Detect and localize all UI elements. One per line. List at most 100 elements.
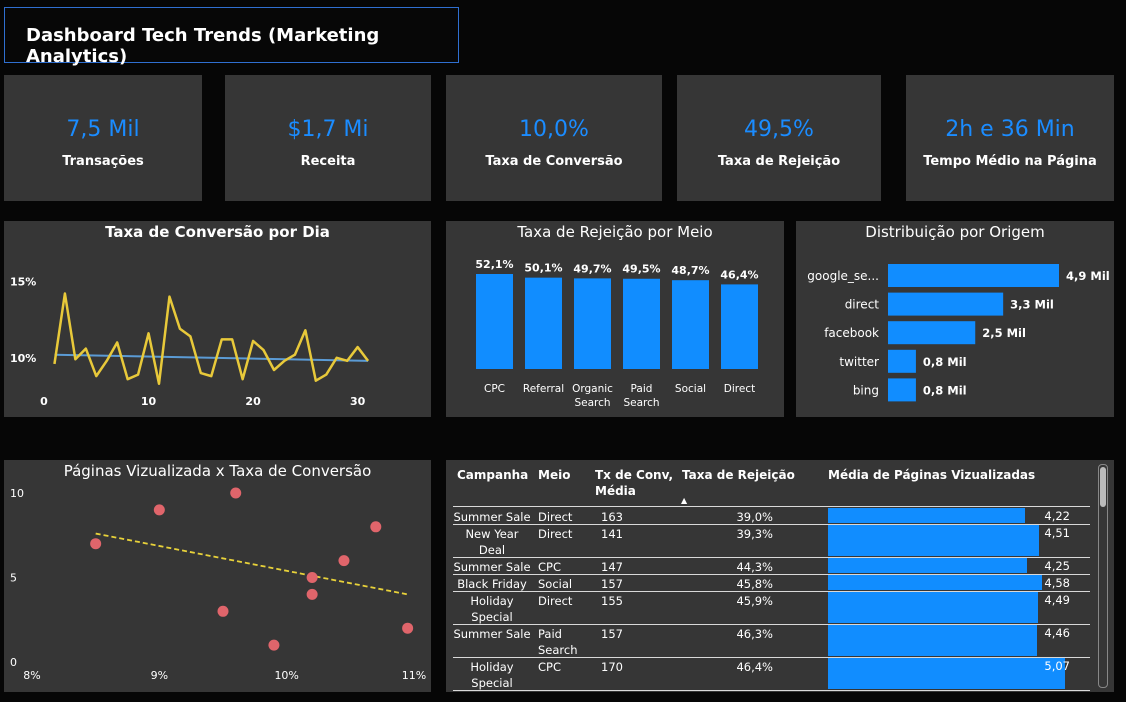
kpi-label: Transações	[62, 154, 144, 169]
table-row[interactable]: Summer Sale Paid Search 157 46,3% 4,46	[453, 624, 1090, 658]
kpi-card-transacoes[interactable]: 7,5 Mil Transações	[4, 75, 202, 201]
y-tick-label: 10	[10, 487, 24, 500]
scatter-point	[306, 572, 318, 583]
bar	[623, 278, 660, 369]
col-header-tx-conv[interactable]: Tx de Conv, Média	[595, 468, 674, 498]
table-scrollbar[interactable]	[1098, 464, 1108, 688]
kpi-value: 10,0%	[519, 117, 589, 142]
cell-taxa-rejeicao: 46,4%	[736, 660, 773, 674]
category-label: Social	[675, 383, 706, 395]
x-tick-label: 30	[350, 395, 366, 408]
cell-meio: Social	[538, 577, 573, 591]
kpi-value: 49,5%	[744, 117, 814, 142]
x-tick-label: 10	[141, 395, 157, 408]
cell-media-paginas: 4,49	[1044, 593, 1070, 607]
kpi-value: 7,5 Mil	[66, 117, 140, 142]
chart-title: Taxa de Rejeição por Meio	[517, 223, 713, 241]
hbar-chart-panel[interactable]: Distribuição por Origem google_se... 4,9 …	[796, 221, 1114, 417]
cell-campanha: Summer Sale	[453, 560, 531, 574]
cell-tx-conv: 157	[601, 577, 623, 591]
cell-tx-conv: 163	[601, 510, 623, 524]
cell-taxa-rejeicao: 45,9%	[736, 594, 773, 608]
category-label: Paid	[631, 383, 653, 395]
table-row[interactable]: New Year Deal Direct 141 39,3% 4,51	[453, 524, 1090, 558]
cell-tx-conv: 147	[601, 560, 623, 574]
y-tick-label: 0	[10, 656, 17, 669]
cell-taxa-rejeicao: 46,3%	[736, 627, 773, 641]
databar	[828, 658, 1065, 689]
line-chart-panel[interactable]: Taxa de Conversão por Dia 15% 10% 0 10 20 30	[4, 221, 431, 417]
scatter-chart-panel[interactable]: Páginas Vizualizada x Taxa de Conversão …	[4, 460, 431, 692]
y-tick-label: 15%	[10, 275, 36, 288]
data-label: 48,7%	[671, 264, 709, 277]
kpi-card-taxa-rejeicao[interactable]: 49,5% Taxa de Rejeição	[677, 75, 881, 201]
col-header-taxa-rejeicao[interactable]: Taxa de Rejeição	[682, 468, 795, 482]
bar-chart-panel[interactable]: Taxa de Rejeição por Meio 52,1% CPC 50,1% R…	[446, 221, 784, 417]
cell-taxa-rejeicao: 39,3%	[736, 527, 773, 541]
kpi-card-taxa-conversao[interactable]: 10,0% Taxa de Conversão	[446, 75, 662, 201]
table-row[interactable]: Holiday Special CPC 170 46,4% 5,07	[453, 657, 1090, 691]
chart-title: Distribuição por Origem	[865, 223, 1045, 241]
cell-tx-conv: 155	[601, 594, 623, 608]
category-label: bing	[853, 383, 879, 397]
trend-line	[95, 532, 408, 596]
chart-title: Páginas Vizualizada x Taxa de Conversão	[63, 462, 372, 480]
cell-campanha: Black Friday	[457, 577, 527, 591]
cell-tx-conv: 170	[601, 660, 623, 674]
col-header-campanha[interactable]: Campanha	[457, 468, 529, 482]
cell-media-paginas: 4,25	[1044, 559, 1070, 573]
cell-meio: CPC	[538, 660, 561, 674]
category-label: Referral	[523, 383, 564, 395]
category-label: Organic	[572, 383, 613, 395]
table-row[interactable]: Summer Sale Direct 163 39,0% 4,22	[453, 507, 1090, 525]
kpi-label: Receita	[300, 154, 356, 169]
cell-tx-conv: 141	[601, 527, 623, 541]
data-label: 3,3 Mil	[1010, 298, 1054, 312]
databar	[828, 525, 1039, 556]
databar	[828, 508, 1026, 523]
category-label: CPC	[484, 383, 505, 395]
sort-ascending-icon[interactable]: ▲	[681, 496, 688, 505]
col-header-media-paginas[interactable]: Média de Páginas Vizualizadas	[828, 468, 1036, 482]
bar	[888, 264, 1059, 287]
bar	[888, 378, 916, 402]
kpi-card-tempo-medio[interactable]: 2h e 36 Min Tempo Médio na Página	[906, 75, 1114, 201]
cell-media-paginas: 5,07	[1044, 659, 1070, 673]
cell-meio: Direct	[538, 510, 573, 524]
kpi-label: Taxa de Rejeição	[717, 154, 841, 169]
databar	[828, 558, 1027, 573]
cell-campanha: Holiday Special	[470, 660, 514, 690]
col-header-meio[interactable]: Meio	[538, 468, 571, 482]
y-tick-label: 10%	[10, 352, 36, 365]
scatter-point	[402, 622, 414, 634]
cell-campanha: Summer Sale	[453, 510, 531, 524]
header-divider	[453, 506, 1090, 507]
x-tick-label: 9%	[151, 669, 168, 682]
cell-media-paginas: 4,58	[1044, 576, 1070, 590]
bar	[672, 280, 709, 369]
cell-campanha: Holiday Special	[470, 594, 514, 624]
table-row[interactable]: Summer Sale CPC 147 44,3% 4,25	[453, 557, 1090, 575]
series-line	[53, 292, 370, 386]
campaign-table[interactable]: Campanha Meio Tx de Conv, Média Taxa de …	[446, 460, 1114, 692]
x-tick-label: 20	[245, 395, 261, 408]
scatter-point	[370, 521, 382, 533]
bar	[888, 349, 916, 373]
category-label: twitter	[839, 355, 879, 369]
kpi-label: Tempo Médio na Página	[923, 154, 1097, 169]
scatter-chart: 10 5 0 8% 9% 10% 11%	[10, 487, 426, 682]
scatter-point	[217, 605, 229, 617]
x-tick-label: 10%	[274, 669, 298, 682]
data-label: 0,8 Mil	[923, 383, 967, 397]
x-tick-label: 11%	[402, 669, 426, 682]
table-row[interactable]: Black Friday Social 157 45,8% 4,58	[453, 574, 1090, 592]
scatter-point	[153, 504, 165, 516]
cell-media-paginas: 4,46	[1044, 626, 1070, 640]
table-row[interactable]: Holiday Special Direct 155 45,9% 4,49	[453, 591, 1090, 625]
scrollbar-thumb[interactable]	[1100, 467, 1106, 507]
databar	[828, 625, 1037, 656]
category-label: Search	[623, 397, 659, 409]
kpi-card-receita[interactable]: $1,7 Mi Receita	[225, 75, 431, 201]
data-label: 46,4%	[720, 268, 758, 281]
bar	[721, 284, 758, 369]
